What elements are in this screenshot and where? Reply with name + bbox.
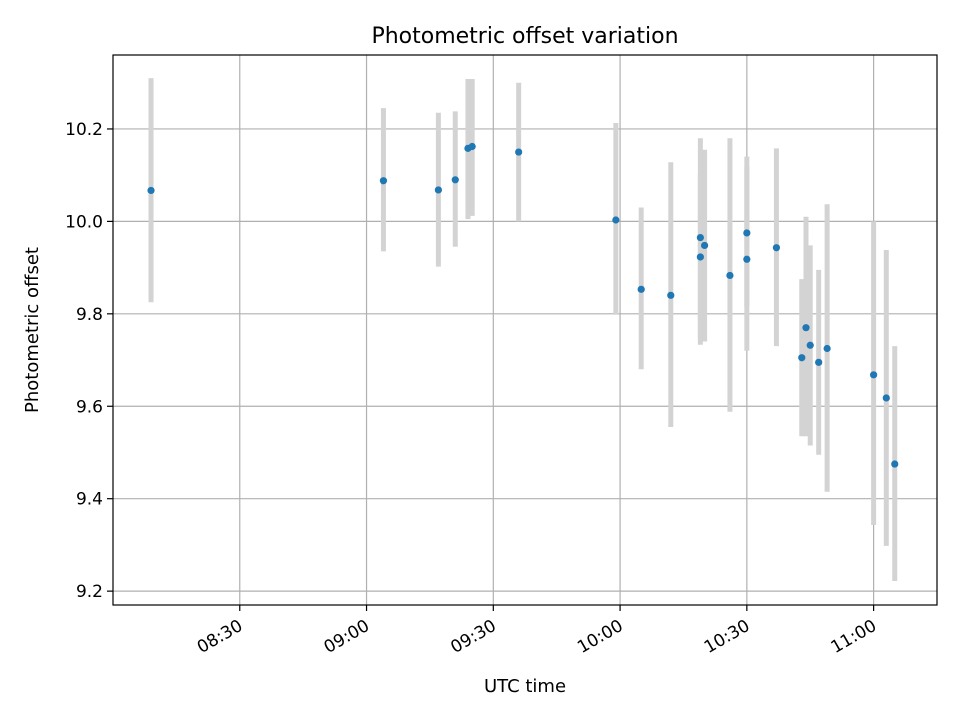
x-tick-label: 11:00 [828,616,880,658]
data-point [696,233,704,242]
data-point [451,176,459,184]
y-tick-label: 9.6 [76,397,103,417]
data-point [802,324,810,332]
x-tick-label: 10:00 [574,616,626,658]
y-tick-label: 9.4 [76,490,103,510]
y-tick-label: 10.0 [65,212,103,232]
data-point [147,186,155,195]
error-bars [148,78,898,581]
y-tick-label: 9.2 [76,582,103,602]
data-point [891,460,899,468]
grid-lines [113,55,937,605]
data-point [700,241,709,250]
x-axis-ticks: 08:30 09:00 09:30 10:00 10:30 11:00 [194,605,880,658]
data-point [612,216,620,224]
data-point [667,291,675,299]
data-point [772,244,781,252]
data-point [882,394,890,402]
x-tick-label: 10:30 [701,616,753,658]
data-point [434,186,442,194]
data-points [147,142,899,468]
y-axis-ticks: 9.2 9.4 9.6 9.8 10.0 10.2 [65,120,113,602]
data-point [806,341,814,349]
data-point [726,271,734,280]
x-tick-label: 08:30 [194,616,246,658]
y-axis-label: Photometric offset [22,247,43,413]
data-point [870,371,878,379]
data-point [468,142,476,151]
data-point [696,253,704,261]
data-point [379,177,388,185]
x-axis-label: UTC time [484,676,566,697]
data-point [743,229,751,237]
data-point [743,255,751,263]
data-point [515,148,523,156]
data-point [823,344,831,353]
data-point [637,285,645,293]
plot-frame [112,54,938,606]
data-point [815,358,823,366]
x-tick-label: 09:30 [447,616,499,658]
chart-title: Photometric offset variation [371,24,678,49]
y-tick-label: 9.8 [76,305,103,325]
x-tick-label: 09:00 [321,616,373,658]
data-point [798,354,806,362]
y-tick-label: 10.2 [65,120,103,140]
